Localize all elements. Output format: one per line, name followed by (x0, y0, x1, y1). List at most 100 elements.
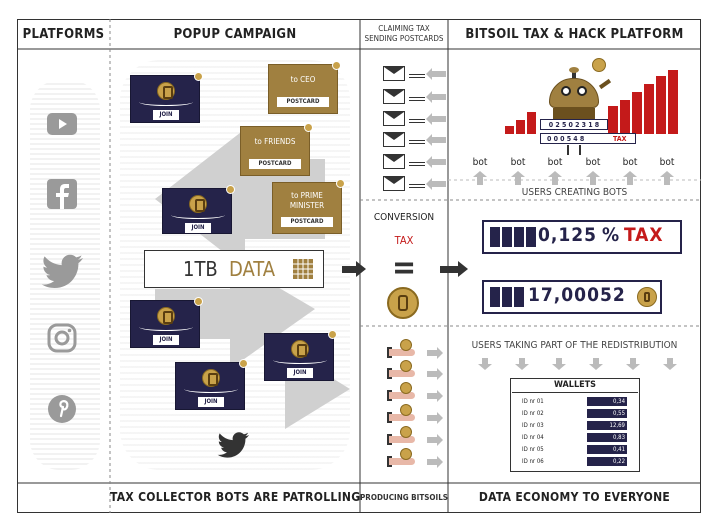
bar (620, 100, 630, 134)
hand-coin-icon-1 (387, 339, 421, 358)
postcard-recipient: to CEO (290, 75, 316, 84)
footer-data-economy: DATA ECONOMY TO EVERYONE (478, 490, 671, 504)
wallets-title: WALLETS (553, 380, 596, 390)
users-creating-bots: USERS CREATING BOTS (521, 187, 628, 198)
hand-coin-icon-2 (387, 360, 421, 379)
arrow-to-conversion (342, 261, 366, 277)
wallet-id: ID nr 06 (522, 458, 544, 465)
bar (516, 120, 525, 134)
join-card-2: JOIN (162, 185, 235, 234)
left-arrow-icon (426, 113, 446, 125)
tax-rate-label: TAX (624, 224, 664, 246)
right-arrow-icon (427, 456, 443, 468)
left-arrow-icon (426, 178, 446, 190)
join-card-4: JOIN (264, 330, 337, 381)
wallet-value: 0,34 (587, 397, 627, 406)
envelope-icon-3 (383, 111, 405, 126)
robot-counter-bottom-value: 0 0 0 5 4 8 (547, 135, 585, 143)
robot-counter-tax: TAX (613, 135, 627, 143)
postcard-recipient: to FRIENDS (254, 137, 296, 146)
bot-label: bot (510, 157, 526, 168)
tax-rate-counter: 0,125 % TAX (482, 220, 682, 254)
up-arrow-icon (511, 171, 525, 185)
postcard-label: POSTCARD (249, 159, 301, 169)
instagram-icon (45, 321, 79, 355)
users-redistribution: USERS TAKING PART OF THE REDISTRIBUTION (471, 340, 678, 351)
twitter-icon (40, 252, 84, 290)
postcard-prime-minister: to PRIME MINISTER POSTCARD (272, 179, 345, 234)
diagram-frame (17, 19, 701, 513)
robot-icon (545, 67, 612, 140)
right-arrow-icon (427, 412, 443, 424)
pinterest-icon (45, 392, 79, 426)
hand-coin-icon-4 (387, 404, 421, 423)
arrow-to-counters (440, 261, 468, 277)
join-label: JOIN (153, 110, 179, 120)
hand-coin-icon-5 (387, 426, 421, 445)
robot-counter-bottom: 0 0 0 5 4 8 TAX (540, 133, 636, 144)
bot-label: bot (659, 157, 675, 168)
bar (644, 84, 654, 134)
envelope-lines (409, 74, 425, 78)
join-label: JOIN (153, 335, 179, 345)
wallet-id: ID nr 04 (522, 434, 544, 441)
right-arrow-icon (427, 368, 443, 380)
wallet-id: ID nr 01 (522, 398, 544, 405)
wallet-id: ID nr 05 (522, 446, 544, 453)
envelope-lines (409, 162, 425, 166)
envelope-lines (409, 184, 425, 188)
join-card-1: JOIN (130, 72, 203, 123)
down-arrow-icon (626, 358, 640, 370)
join-label: JOIN (198, 397, 224, 407)
join-label: JOIN (287, 368, 313, 378)
wallet-value: 12,69 (587, 421, 627, 430)
bitsoil-coin-icon (387, 287, 419, 319)
envelope-icon-1 (383, 66, 405, 81)
wallet-value: 0,41 (587, 445, 627, 454)
data-box: 1TB DATA (144, 250, 324, 288)
bar (668, 70, 678, 134)
hand-coin-icon-6 (387, 448, 421, 467)
envelope-lines (409, 97, 425, 101)
envelope-lines (409, 140, 425, 144)
youtube-icon (45, 107, 79, 141)
up-arrow-icon (586, 171, 600, 185)
right-arrow-icon (427, 434, 443, 446)
postcard-label: POSTCARD (277, 97, 329, 107)
wallet-id: ID nr 03 (522, 422, 544, 429)
envelope-icon-6 (383, 176, 405, 191)
conversion-title: CONVERSION (373, 212, 435, 223)
up-arrow-icon (623, 171, 637, 185)
down-arrow-icon (663, 358, 677, 370)
wallet-value: 0,55 (587, 409, 627, 418)
left-arrow-icon (426, 68, 446, 80)
down-arrow-icon (552, 358, 566, 370)
bar (608, 106, 618, 134)
right-arrow-icon (427, 390, 443, 402)
bot-label: bot (585, 157, 601, 168)
bot-label: bot (547, 157, 563, 168)
down-arrow-icon (478, 358, 492, 370)
conversion-equals: = (391, 248, 417, 286)
robot-counter-top: 0 2 5 0 2 3 1 8 (540, 119, 608, 130)
up-arrow-icon (473, 171, 487, 185)
postcard-ceo: to CEO POSTCARD (268, 61, 341, 114)
tax-rate-unit: % (602, 224, 621, 246)
join-label: JOIN (185, 223, 211, 233)
down-arrow-icon (515, 358, 529, 370)
wallet-value: 0,22 (587, 457, 627, 466)
bitsoil-amount-counter: 17,00052 (482, 280, 662, 314)
hand-coin-robot (592, 58, 606, 72)
join-card-3: JOIN (130, 297, 203, 348)
twitter-icon-bottom (216, 430, 250, 460)
tax-rate-value: 0,125 (538, 224, 598, 246)
left-arrow-icon (426, 156, 446, 168)
header-bitsoil-platform: BITSOIL TAX & HACK PLATFORM (465, 27, 684, 42)
wallets-panel (510, 378, 640, 472)
data-size: 1TB (183, 257, 218, 281)
robot-legs (567, 145, 581, 155)
header-claiming-tax: CLAIMING TAX SENDING POSTCARDS (364, 24, 444, 43)
postcard-recipient: to PRIME MINISTER (289, 191, 325, 210)
header-platforms: PLATFORMS (22, 27, 105, 42)
